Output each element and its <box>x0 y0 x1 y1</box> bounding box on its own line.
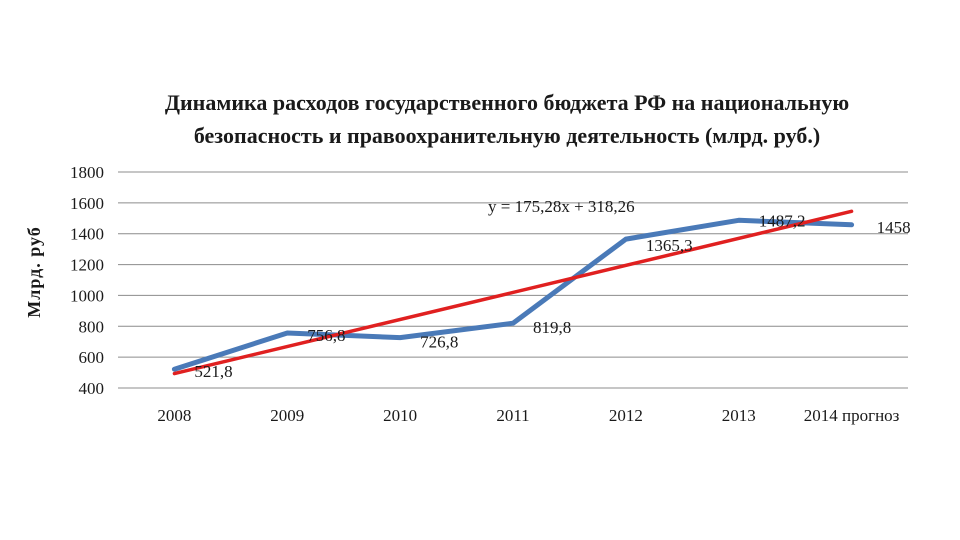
y-tick-label: 400 <box>79 379 105 398</box>
y-tick-label: 600 <box>79 348 105 367</box>
y-tick-label: 1400 <box>70 225 104 244</box>
data-label: 819,8 <box>533 318 571 337</box>
data-label: 1487,2 <box>759 211 806 230</box>
data-label: 521,8 <box>194 362 232 381</box>
trendline <box>172 209 854 376</box>
chart-title-line-2: безопасность и правоохранительную деятел… <box>194 123 820 148</box>
trendline-layer <box>172 209 854 376</box>
y-tick-label: 800 <box>79 317 105 336</box>
x-tick-label: 2013 <box>722 406 756 425</box>
x-tick-label: 2008 <box>157 406 191 425</box>
x-tick-labels: 2008 2009 2010 2011 2012 2013 2014 прогноз <box>157 406 899 425</box>
x-tick-label: 2011 <box>496 406 529 425</box>
chart-title-line-1: Динамика расходов государственного бюдже… <box>165 90 849 115</box>
x-tick-label: 2014 прогноз <box>804 406 900 425</box>
x-tick-label: 2009 <box>270 406 304 425</box>
series-layer <box>171 217 855 372</box>
x-tick-label: 2012 <box>609 406 643 425</box>
y-tick-labels: 400 600 800 1000 1200 1400 1600 1800 <box>70 163 104 398</box>
data-label: 1365,3 <box>646 236 693 255</box>
data-label: 1458 <box>877 218 911 237</box>
y-tick-label: 1600 <box>70 194 104 213</box>
x-tick-label: 2010 <box>383 406 417 425</box>
data-label: 756,8 <box>307 326 345 345</box>
series-line <box>171 217 855 372</box>
data-label: 726,8 <box>420 333 458 352</box>
y-tick-label: 1800 <box>70 163 104 182</box>
trendline-equation: y = 175,28x + 318,26 <box>488 197 635 216</box>
y-tick-label: 1000 <box>70 286 104 305</box>
y-axis-label: Млрд. руб <box>24 226 44 318</box>
y-tick-label: 1200 <box>70 256 104 275</box>
data-labels: 521,8 756,8 726,8 819,8 1365,3 1487,2 1458 <box>194 211 910 381</box>
